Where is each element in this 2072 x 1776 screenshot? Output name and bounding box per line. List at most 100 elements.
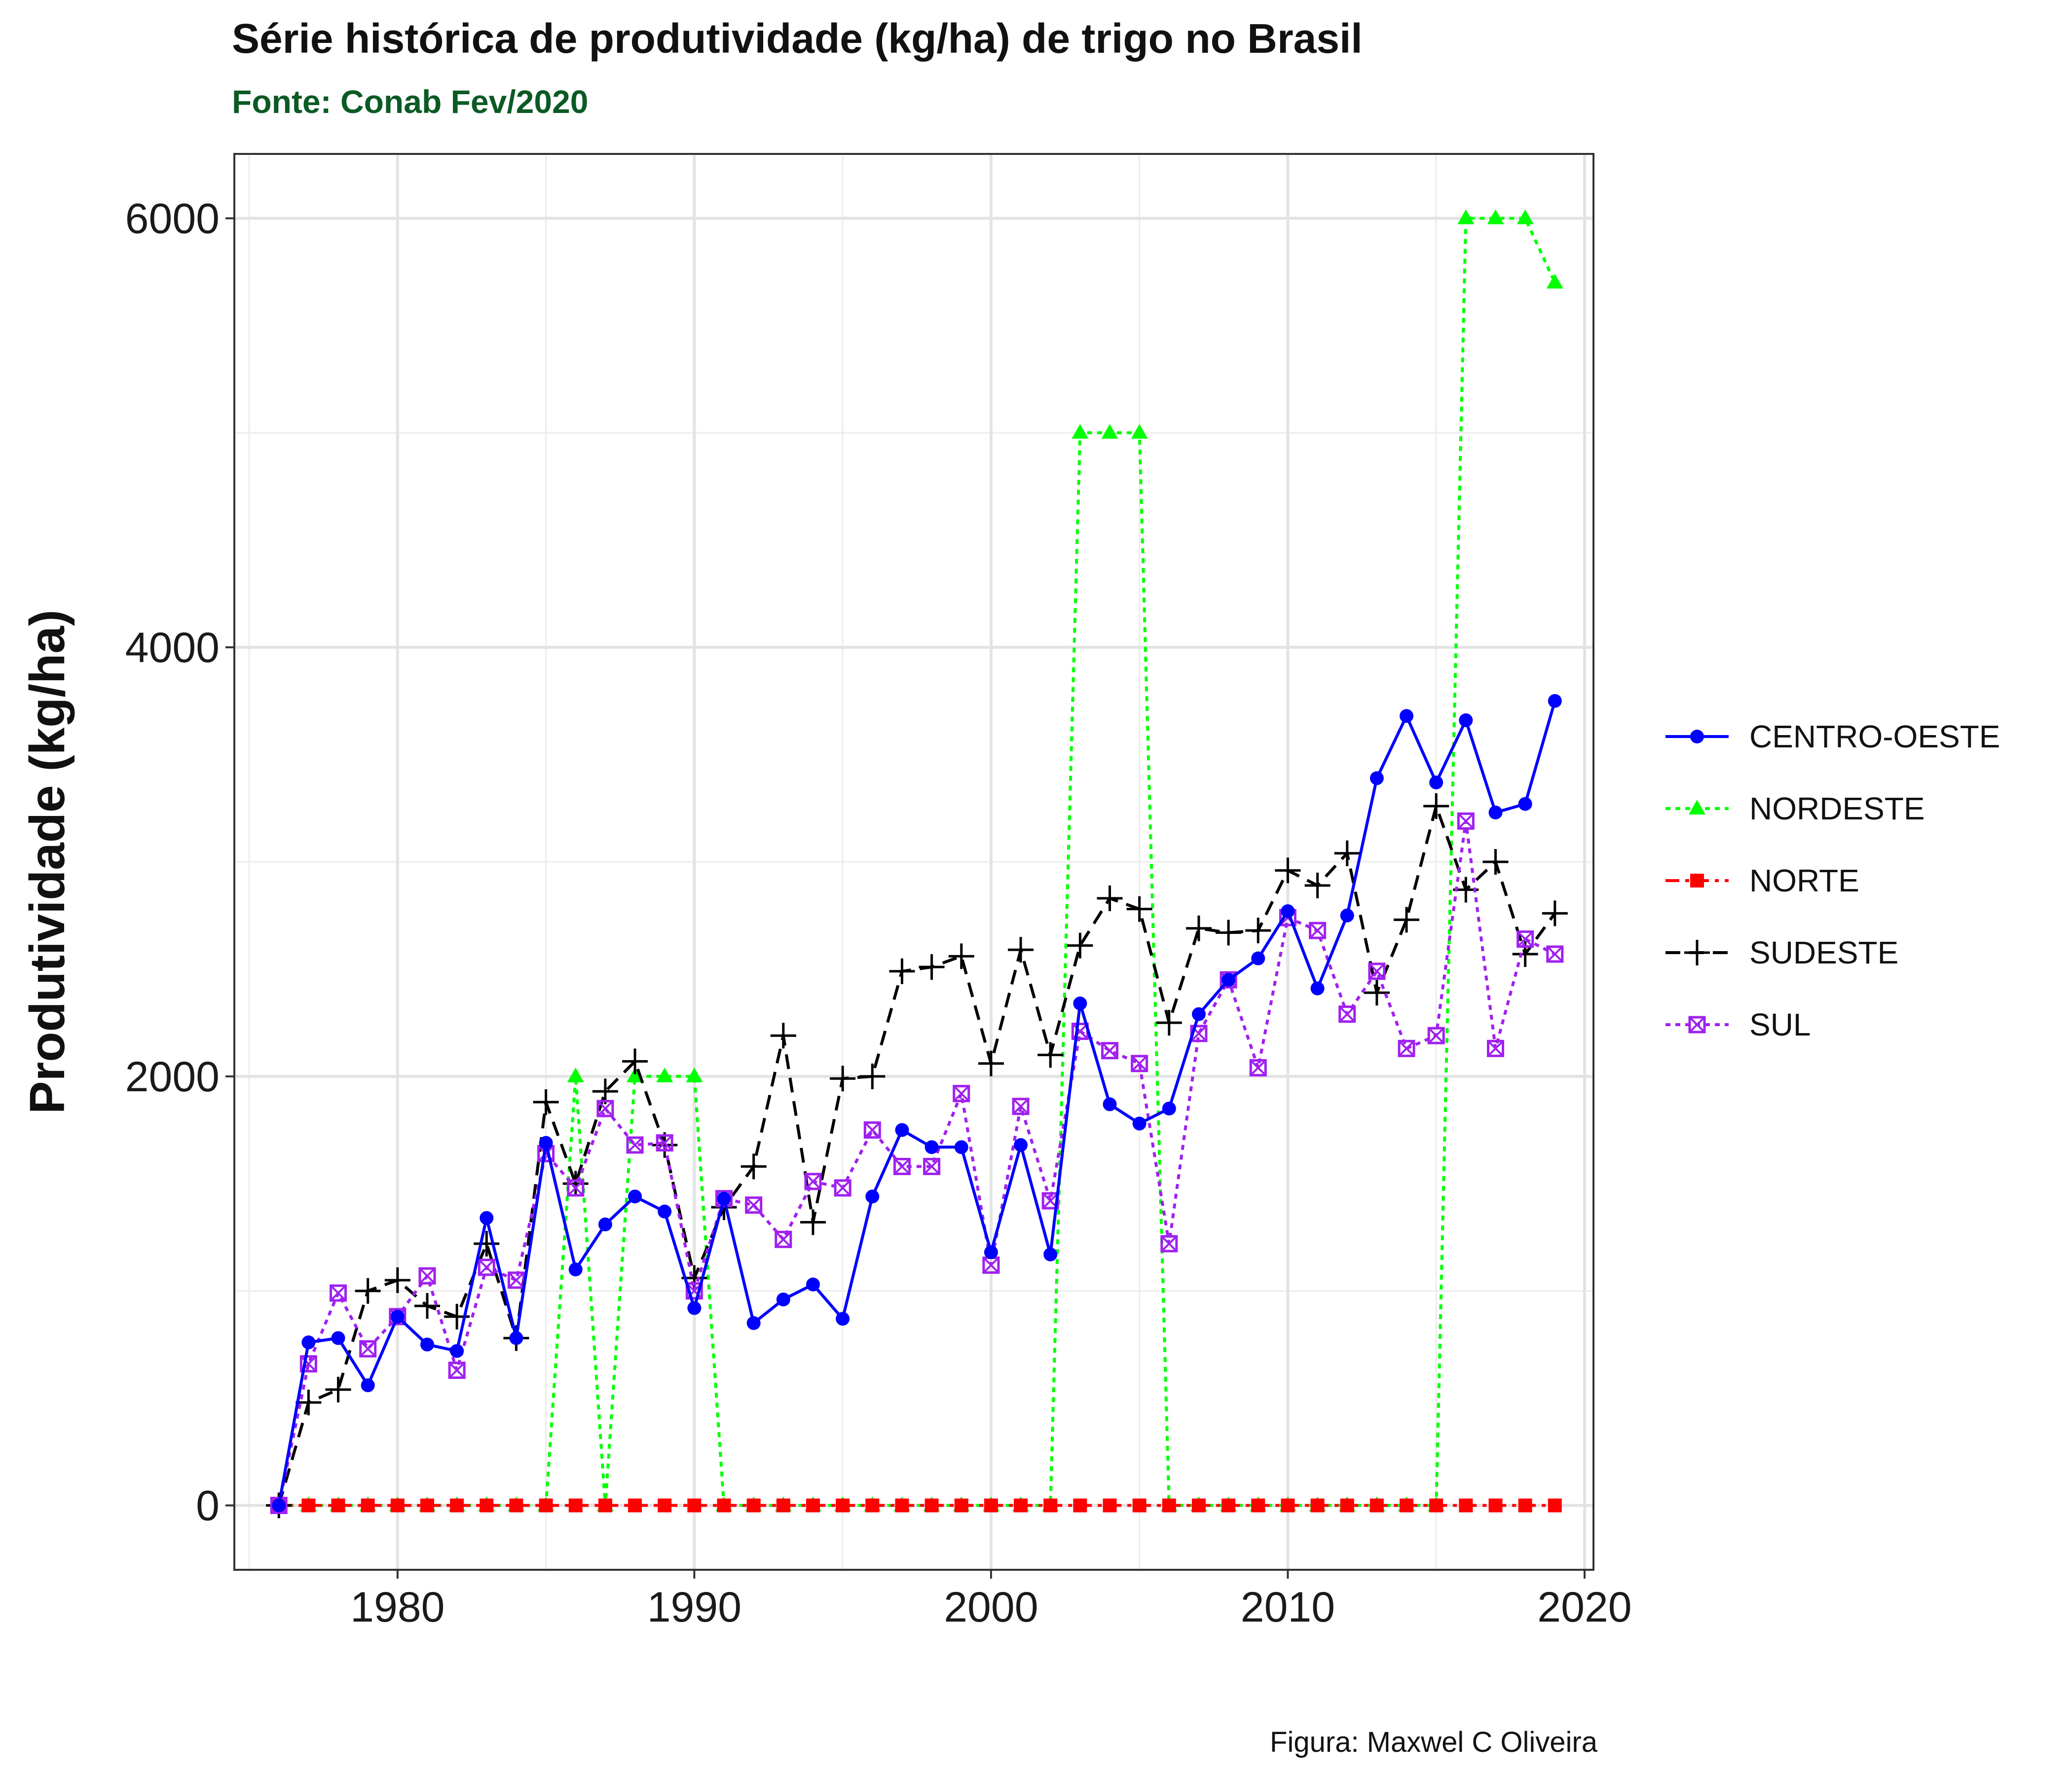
data-point-sul [893, 1157, 911, 1175]
data-point-sudeste [1482, 849, 1509, 875]
data-point-norte [1132, 1498, 1147, 1513]
data-point-centro-oeste [1281, 904, 1295, 919]
legend-marker [1689, 800, 1705, 814]
data-point-norte [1014, 1498, 1028, 1513]
data-point-sul [1427, 1027, 1445, 1044]
data-point-norte [746, 1498, 761, 1513]
data-point-centro-oeste [509, 1331, 523, 1345]
data-point-sudeste [1304, 872, 1331, 898]
data-point-sul [775, 1230, 792, 1248]
data-point-centro-oeste [1369, 771, 1384, 785]
data-point-norte [984, 1498, 998, 1513]
legend-item-sul: SUL [1663, 989, 2000, 1061]
data-point-centro-oeste [865, 1189, 880, 1204]
data-point-centro-oeste [984, 1245, 998, 1259]
data-point-centro-oeste [568, 1262, 583, 1277]
data-point-norte [1310, 1498, 1325, 1513]
data-point-sudeste [622, 1048, 648, 1074]
data-point-sudeste [533, 1089, 559, 1115]
data-point-centro-oeste [746, 1316, 761, 1330]
data-point-norte [450, 1498, 464, 1513]
legend-marker [1690, 730, 1704, 743]
legend-key-sudeste [1665, 940, 1729, 965]
data-point-sudeste [1334, 840, 1360, 866]
data-point-centro-oeste [1191, 1007, 1206, 1021]
data-point-norte [480, 1498, 494, 1513]
data-point-centro-oeste [539, 1136, 553, 1150]
legend-marker [1688, 1016, 1706, 1034]
data-point-norte [301, 1498, 316, 1513]
data-point-sudeste [1245, 918, 1271, 944]
data-point-centro-oeste [954, 1140, 968, 1154]
data-point-norte [687, 1498, 702, 1513]
data-point-sudeste [919, 954, 945, 980]
data-point-norte [1369, 1498, 1384, 1513]
series-line-centro-oeste [277, 701, 1556, 1506]
legend-label: SUL [1749, 1007, 1811, 1042]
plot-border [233, 153, 1594, 1571]
data-point-centro-oeste [836, 1312, 850, 1326]
data-point-sul [656, 1134, 673, 1152]
data-point-sul [330, 1284, 347, 1302]
data-point-centro-oeste [1043, 1247, 1058, 1261]
data-point-centro-oeste [361, 1378, 375, 1393]
data-point-norte [1103, 1498, 1117, 1513]
axes: 1980 1990 2000 2010 2020 0 2000 4000 6000 Produti… [20, 195, 1632, 1631]
data-point-centro-oeste [1429, 776, 1443, 790]
data-point-sul [1160, 1235, 1178, 1253]
data-point-norte [1488, 1498, 1503, 1513]
data-point-sudeste [770, 1023, 796, 1049]
data-point-norte [390, 1498, 405, 1513]
data-point-sul [834, 1179, 851, 1197]
data-point-norte [895, 1498, 909, 1513]
legend-key-norte [1665, 874, 1729, 888]
legend-item-centro-oeste: CENTRO-OESTE [1663, 701, 2000, 773]
data-point-norte [1191, 1498, 1206, 1513]
data-point-norte [1518, 1498, 1532, 1513]
y-tick-label: 6000 [125, 195, 220, 242]
y-tick-label: 2000 [125, 1053, 220, 1101]
data-point-norte [598, 1498, 612, 1513]
data-point-centro-oeste [1488, 805, 1503, 819]
data-point-centro-oeste [1103, 1097, 1117, 1111]
data-point-norte [776, 1498, 790, 1513]
data-point-sul [626, 1136, 644, 1154]
data-point-sudeste [474, 1231, 500, 1257]
legend-item-nordeste: NORDESTE [1663, 773, 2000, 845]
data-point-sul [448, 1362, 466, 1379]
data-point-centro-oeste [420, 1337, 434, 1352]
data-point-centro-oeste [1518, 797, 1532, 811]
data-point-nordeste [1101, 424, 1118, 439]
data-point-norte [806, 1498, 820, 1513]
data-point-nordeste [1517, 209, 1534, 224]
data-point-norte [1400, 1498, 1414, 1513]
data-point-nordeste [1546, 273, 1563, 289]
data-point-norte [420, 1498, 434, 1513]
data-point-sul [478, 1258, 495, 1276]
data-point-sudeste [1542, 900, 1568, 926]
data-point-nordeste [686, 1067, 703, 1082]
data-point-sul [1309, 922, 1327, 939]
data-point-centro-oeste [1073, 997, 1087, 1010]
series-norte [272, 1498, 1562, 1513]
data-point-sudeste [325, 1376, 351, 1403]
data-point-sul [418, 1267, 436, 1285]
series-line-sul [277, 819, 1556, 1506]
data-point-centro-oeste [272, 1498, 286, 1513]
data-point-sudeste [296, 1389, 322, 1415]
legend-key-sul [1665, 1016, 1729, 1034]
y-tick-label: 4000 [125, 624, 220, 671]
data-point-sudeste [978, 1050, 1004, 1076]
data-point-centro-oeste [1310, 981, 1325, 996]
x-tick-label: 2000 [944, 1584, 1038, 1631]
data-point-sudeste [800, 1209, 826, 1235]
series-layer [266, 209, 1568, 1518]
legend-label: NORDESTE [1749, 791, 1925, 826]
data-point-centro-oeste [1548, 694, 1562, 708]
data-point-centro-oeste [1340, 908, 1354, 923]
data-point-sudeste [1185, 915, 1212, 941]
data-point-sul [1457, 812, 1475, 830]
data-point-sudeste [1394, 907, 1420, 933]
data-point-nordeste [567, 1067, 584, 1082]
